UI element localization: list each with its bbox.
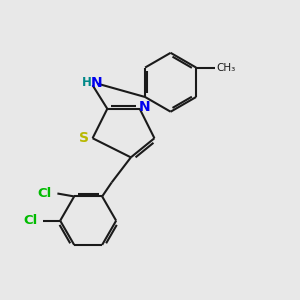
Text: CH₃: CH₃ <box>217 63 236 73</box>
Text: N: N <box>91 76 102 90</box>
Text: Cl: Cl <box>37 187 52 200</box>
Text: H: H <box>82 76 92 89</box>
Text: Cl: Cl <box>23 214 38 227</box>
Text: N: N <box>138 100 150 114</box>
Text: S: S <box>79 131 89 145</box>
